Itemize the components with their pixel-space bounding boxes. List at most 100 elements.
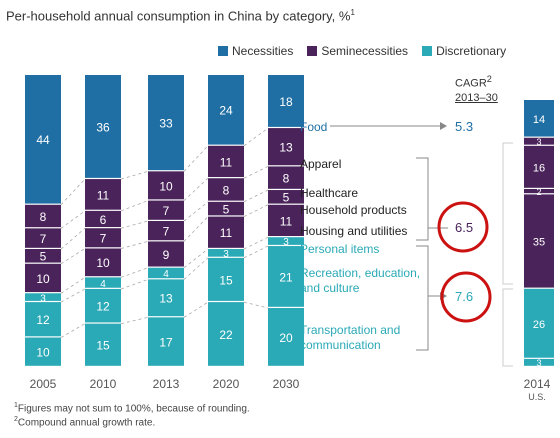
arrow-head <box>440 122 447 130</box>
bar-segment <box>85 179 121 210</box>
connector-line <box>183 216 209 242</box>
us-year-label: 2014 <box>524 377 551 391</box>
footnote-2: 2Compound annual growth rate. <box>14 416 156 429</box>
bar-segment <box>25 75 61 204</box>
bar-value-label: 10 <box>36 272 50 286</box>
connector-line <box>60 227 86 250</box>
connector-line <box>60 323 86 338</box>
bar-segment <box>25 249 61 263</box>
connector-line <box>60 210 86 229</box>
connector-line <box>60 288 86 303</box>
bar-segment <box>268 190 304 204</box>
bar-segment <box>268 166 304 189</box>
highlight-circle <box>437 201 489 253</box>
bar-value-label: 21 <box>279 270 293 284</box>
connector-line <box>120 241 149 249</box>
bar-value-label: 5 <box>40 250 47 264</box>
bar-value-label: 33 <box>159 117 173 131</box>
bar-value-label: 44 <box>36 133 50 147</box>
chart-title: Per-household annual consumption in Chin… <box>6 8 355 24</box>
bar-segment <box>85 228 121 248</box>
bar-segment <box>268 246 304 307</box>
bar-segment <box>25 337 61 366</box>
bar-value-label: 15 <box>96 339 110 353</box>
us-bar-value-label: 3 <box>536 358 541 368</box>
us-bar-value-label: 14 <box>533 114 545 126</box>
bar-value-label: 11 <box>97 188 110 202</box>
bar-segment <box>148 75 184 171</box>
bar-value-label: 17 <box>159 336 173 350</box>
bar-value-label: 11 <box>220 226 233 240</box>
connector-line <box>183 177 209 201</box>
connector-line <box>120 220 149 229</box>
highlight-circle <box>440 271 492 323</box>
us-bar-value-label: 16 <box>533 162 545 174</box>
category-label: and culture <box>300 281 360 295</box>
bar-value-label: 9 <box>163 248 170 262</box>
bar-segment <box>208 257 244 301</box>
legend: Necessities Seminecessities Discretionar… <box>218 44 520 58</box>
legend-swatch <box>422 46 433 56</box>
x-tick-label: 2020 <box>213 377 240 391</box>
bar-value-label: 7 <box>40 232 47 246</box>
legend-swatch <box>218 46 228 56</box>
connector-line <box>243 301 269 309</box>
us-bar-value-label: 2 <box>536 187 541 197</box>
bar-value-label: 5 <box>223 203 230 217</box>
category-label: Healthcare <box>300 186 358 200</box>
bar-value-label: 5 <box>283 191 290 205</box>
bar-segment <box>268 75 304 127</box>
us-bar-value-label: 3 <box>536 137 541 147</box>
bar-segment <box>148 267 184 279</box>
connector-line <box>183 145 209 172</box>
bar-segment <box>268 128 304 166</box>
connector-line <box>60 277 86 294</box>
bracket-seminecessities <box>416 157 429 241</box>
category-label: Transportation and <box>300 323 400 337</box>
bracket-discretionary <box>416 245 429 351</box>
category-label: Household products <box>300 203 407 217</box>
cagr-value-food: 5.3 <box>455 119 473 134</box>
x-tick-label: 2030 <box>273 377 300 391</box>
connector-line <box>183 201 209 222</box>
category-label: Apparel <box>300 157 341 171</box>
us-bracket <box>502 288 513 367</box>
bar-segment <box>208 249 244 257</box>
connector-line <box>243 204 269 217</box>
bar-value-label: 3 <box>223 249 229 260</box>
footnote-1: 1Figures may not sum to 100%, because of… <box>14 402 250 415</box>
bar-segment <box>208 201 244 216</box>
category-label: Personal items <box>300 242 379 256</box>
bar-value-label: 8 <box>40 210 47 224</box>
cagr-value-discretionary: 7.6 <box>455 289 473 304</box>
x-tick-label: 2013 <box>153 377 180 391</box>
legend-swatch <box>307 46 318 56</box>
bar-value-label: 24 <box>219 104 233 118</box>
connector-line <box>183 248 209 269</box>
cagr-value-seminecessities: 6.5 <box>455 220 473 235</box>
us-bar-segment <box>524 137 554 145</box>
connector-line <box>60 178 86 206</box>
bar-value-label: 7 <box>100 232 107 246</box>
bar-segment <box>148 200 184 220</box>
bar-value-label: 3 <box>40 293 46 304</box>
bar-value-label: 7 <box>163 204 170 218</box>
bar-segment <box>268 204 304 237</box>
connector-line <box>120 200 149 212</box>
bar-segment <box>85 248 121 277</box>
connector-line <box>120 267 149 278</box>
category-label: Recreation, education, <box>300 266 420 280</box>
bar-segment <box>25 293 61 301</box>
bar-segment <box>85 323 121 366</box>
bar-segment <box>25 228 61 248</box>
bar-value-label: 36 <box>96 120 110 134</box>
bar-segment <box>208 302 244 366</box>
bar-segment <box>148 317 184 366</box>
bar-value-label: 13 <box>279 141 293 155</box>
connector-line <box>243 189 269 203</box>
bar-value-label: 10 <box>96 256 110 270</box>
bar-value-label: 4 <box>100 279 106 290</box>
us-bar-value-label: 26 <box>533 319 545 331</box>
bar-segment <box>268 308 304 366</box>
